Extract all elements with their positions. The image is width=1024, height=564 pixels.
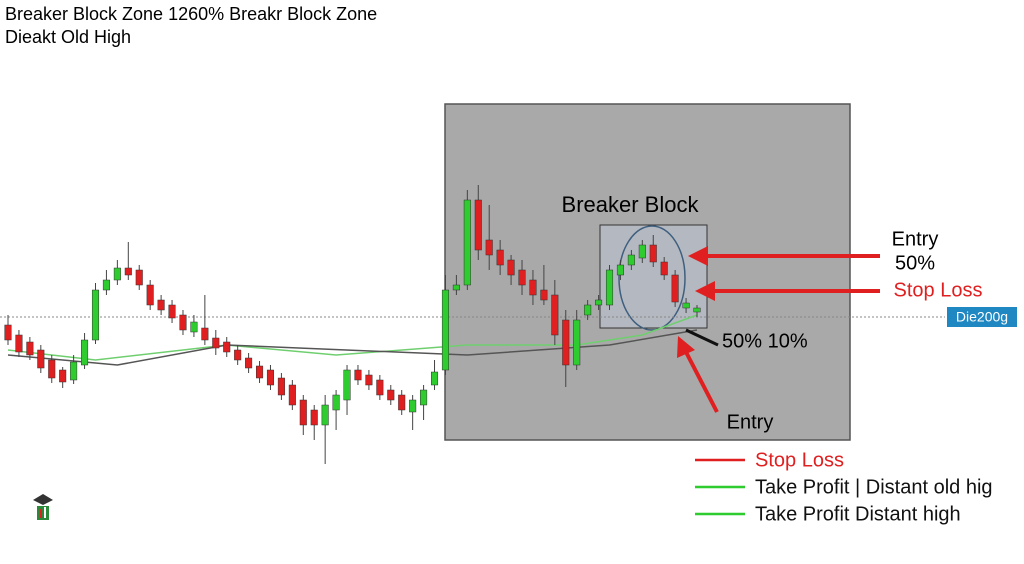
candle-body xyxy=(277,377,285,396)
candle-body xyxy=(266,369,275,386)
candle-body xyxy=(507,259,515,276)
arrow-head xyxy=(695,281,715,301)
candle-body xyxy=(299,399,307,426)
candle-body xyxy=(540,289,548,301)
candle-body xyxy=(212,337,220,349)
candle-body xyxy=(48,359,56,379)
candle-body xyxy=(474,199,482,251)
candle-body xyxy=(168,304,176,319)
candle-body xyxy=(551,294,559,336)
candle-body xyxy=(420,389,428,406)
candle-body xyxy=(157,299,165,311)
arrow xyxy=(684,351,719,413)
candle-body xyxy=(452,284,460,291)
candle-body xyxy=(113,267,121,281)
legend: Stop Loss Take Profit | Distant old hig Ta… xyxy=(695,449,993,525)
candle-body xyxy=(682,302,690,309)
plot: Die200g xyxy=(0,185,1017,464)
candle-body xyxy=(15,334,23,353)
arrow-head xyxy=(677,336,695,358)
candle-body xyxy=(605,269,614,306)
candle-body xyxy=(562,319,570,366)
legend-label: Take Profit Distant high xyxy=(755,503,961,525)
candle-body xyxy=(638,244,646,259)
candle-body xyxy=(627,254,635,266)
candle-body xyxy=(409,399,417,413)
candle-body xyxy=(430,371,439,386)
level-label: Die200g xyxy=(956,309,1008,325)
candle-body xyxy=(256,365,264,379)
candle-body xyxy=(146,284,154,306)
candle-body xyxy=(485,239,493,256)
candle-body xyxy=(59,369,67,383)
highlight-ellipse xyxy=(618,225,686,331)
candle-body xyxy=(496,249,504,266)
candle-body xyxy=(288,384,296,406)
candle-body xyxy=(26,341,34,356)
logo xyxy=(33,494,53,520)
candle-body xyxy=(310,409,318,426)
candle-body xyxy=(660,261,668,276)
annotation: Entry xyxy=(727,411,774,433)
ma-line xyxy=(7,329,698,366)
candle-body xyxy=(693,307,701,313)
candle-body xyxy=(365,374,373,386)
level-tag xyxy=(947,307,1017,327)
chart-title: Breaker Block Zone 1260% Breakr Block Zo… xyxy=(5,4,377,24)
annotation: Breaker Block xyxy=(562,192,700,217)
candle-body xyxy=(102,279,110,291)
candle-body xyxy=(190,321,198,333)
annotation: Entry xyxy=(892,228,939,250)
candle-body xyxy=(135,269,143,286)
annotation: 50% 10% xyxy=(722,330,808,352)
candle-body xyxy=(37,349,45,369)
candle-body xyxy=(518,269,526,286)
candle-body xyxy=(124,267,132,276)
candle-body xyxy=(441,289,449,371)
annotation: Stop Loss xyxy=(894,279,983,301)
arrows xyxy=(677,246,880,413)
pointer xyxy=(685,328,719,347)
candle-body xyxy=(649,244,657,263)
candle-body xyxy=(223,341,231,353)
candle-body xyxy=(376,379,384,396)
chart-subtitle: Dieakt Old High xyxy=(5,27,131,47)
ma-line xyxy=(7,314,698,361)
candle-body xyxy=(332,394,340,411)
candle-body xyxy=(234,349,242,361)
arrow-head xyxy=(688,246,708,266)
candle-body xyxy=(573,319,581,366)
candle-body xyxy=(529,279,537,296)
candle-body xyxy=(321,404,329,426)
candle-body xyxy=(245,357,253,369)
candle-body xyxy=(616,264,624,276)
legend-label: Stop Loss xyxy=(755,449,844,471)
candle-body xyxy=(81,339,89,366)
candle-body xyxy=(595,299,603,306)
annotation: 50% xyxy=(895,252,935,274)
legend-label: Take Profit | Distant old hig xyxy=(755,476,993,498)
candle-body xyxy=(354,369,362,381)
candle-body xyxy=(387,389,395,401)
candle-body xyxy=(671,274,679,303)
candle-body xyxy=(343,369,351,401)
candle-body xyxy=(179,314,187,331)
candle-body xyxy=(201,327,209,341)
candle-body xyxy=(463,199,471,286)
candle-body xyxy=(91,289,100,341)
candle-body xyxy=(4,324,12,341)
candle-body xyxy=(70,361,78,381)
candle-body xyxy=(398,394,406,411)
candle-body xyxy=(584,304,592,316)
